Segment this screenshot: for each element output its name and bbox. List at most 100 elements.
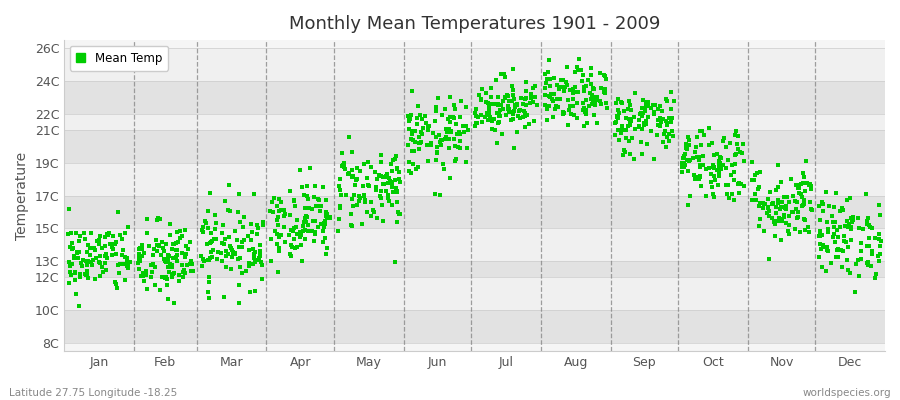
Point: [195, 229, 210, 236]
Point: [216, 221, 230, 228]
Point: [469, 120, 483, 127]
Point: [169, 247, 184, 254]
Point: [202, 274, 217, 280]
Point: [520, 112, 535, 118]
Point: [165, 264, 179, 270]
Point: [222, 234, 237, 240]
Point: [211, 256, 225, 262]
Point: [540, 76, 554, 83]
Point: [301, 192, 315, 199]
Point: [504, 117, 518, 123]
Point: [468, 123, 482, 130]
Point: [106, 233, 121, 239]
Point: [539, 106, 554, 112]
Point: [769, 204, 783, 210]
Point: [428, 104, 443, 111]
Point: [861, 222, 876, 229]
Point: [639, 120, 653, 127]
Point: [689, 154, 704, 160]
Point: [704, 171, 718, 177]
Point: [583, 65, 598, 71]
Point: [506, 66, 520, 72]
Point: [712, 162, 726, 169]
Point: [562, 107, 576, 113]
Point: [845, 219, 859, 226]
Point: [854, 256, 868, 262]
Point: [555, 76, 570, 83]
Point: [526, 84, 540, 91]
Point: [62, 269, 77, 276]
Point: [418, 120, 433, 126]
Point: [68, 270, 82, 277]
Point: [695, 128, 709, 134]
Point: [794, 180, 808, 187]
Point: [659, 144, 673, 150]
Point: [554, 77, 568, 83]
Point: [711, 182, 725, 188]
Point: [598, 72, 612, 78]
Point: [545, 113, 560, 120]
Point: [178, 270, 193, 276]
Point: [150, 248, 165, 254]
Point: [792, 190, 806, 196]
Point: [436, 160, 451, 167]
Point: [286, 228, 301, 235]
Point: [235, 270, 249, 276]
Point: [579, 83, 593, 89]
Point: [839, 239, 853, 245]
Point: [701, 125, 716, 131]
Point: [566, 103, 580, 109]
Point: [634, 110, 649, 116]
Point: [626, 156, 641, 162]
Point: [272, 234, 286, 240]
Point: [475, 119, 490, 126]
Point: [201, 288, 215, 295]
Point: [308, 182, 322, 189]
Point: [641, 102, 655, 109]
Point: [468, 110, 482, 117]
Point: [372, 172, 386, 178]
Point: [302, 205, 316, 211]
Point: [272, 208, 286, 215]
Point: [518, 110, 533, 116]
Point: [106, 241, 121, 247]
Point: [580, 76, 595, 83]
Point: [800, 180, 814, 186]
Point: [498, 94, 512, 100]
Point: [652, 115, 667, 121]
Point: [76, 257, 90, 264]
Point: [332, 203, 347, 209]
Point: [733, 149, 747, 155]
Point: [840, 196, 854, 203]
Point: [623, 151, 637, 157]
Point: [180, 262, 194, 268]
Point: [608, 119, 623, 126]
Point: [588, 98, 602, 104]
Point: [357, 161, 372, 168]
Point: [341, 170, 356, 176]
Point: [319, 250, 333, 257]
Point: [498, 95, 512, 101]
Point: [825, 234, 840, 240]
Point: [248, 251, 262, 258]
Point: [472, 114, 486, 120]
Point: [563, 87, 578, 93]
Point: [832, 224, 847, 231]
Point: [599, 105, 614, 111]
Point: [68, 276, 82, 283]
Point: [389, 152, 403, 159]
Point: [511, 113, 526, 119]
Point: [593, 101, 608, 107]
Point: [773, 206, 788, 213]
Point: [598, 86, 612, 92]
Point: [824, 260, 838, 266]
Point: [590, 94, 605, 100]
Point: [442, 126, 456, 132]
Point: [64, 230, 78, 236]
Point: [167, 300, 182, 306]
Point: [284, 253, 298, 260]
Point: [65, 260, 79, 267]
Point: [483, 94, 498, 100]
Point: [117, 254, 131, 260]
Point: [579, 111, 593, 117]
